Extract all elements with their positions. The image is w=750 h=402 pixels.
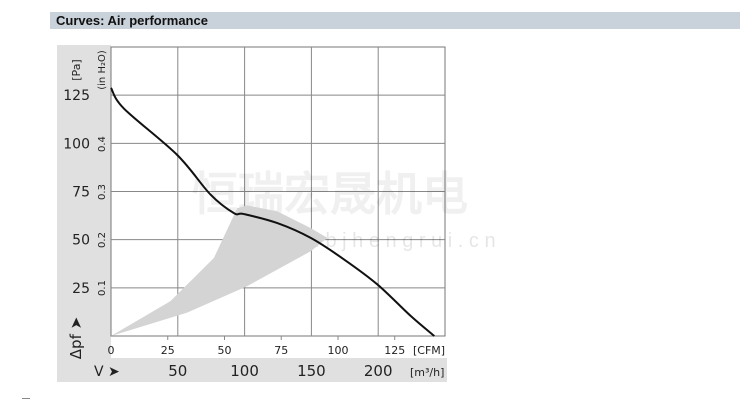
x-tick-label: 100 bbox=[230, 362, 259, 380]
x-tick-label: 50 bbox=[168, 362, 187, 380]
x-axis-panel bbox=[57, 358, 447, 382]
pressure-curve bbox=[110, 87, 435, 337]
y-tick-label: 50 bbox=[72, 233, 90, 249]
cfm-tick-label: 25 bbox=[161, 344, 175, 357]
cfm-unit-label: [CFM] bbox=[413, 344, 445, 357]
y-unit-label: [Pa] bbox=[70, 59, 83, 80]
y2-tick-label: 0.1 bbox=[97, 280, 108, 296]
y-tick-label: 75 bbox=[72, 185, 90, 201]
divider bbox=[22, 398, 30, 399]
cfm-tick-label: 125 bbox=[384, 344, 405, 357]
x-unit-label: [m³/h] bbox=[410, 366, 444, 379]
cfm-tick-label: 100 bbox=[327, 344, 348, 357]
section-title: Curves: Air performance bbox=[56, 13, 208, 28]
y-axis-panel bbox=[57, 45, 111, 358]
operating-range-area bbox=[111, 205, 328, 336]
y2-tick-label: 0.3 bbox=[97, 184, 108, 200]
y2-tick-label: 0.4 bbox=[97, 136, 108, 152]
section-header: Curves: Air performance bbox=[50, 12, 740, 29]
x-tick-label: 200 bbox=[364, 362, 393, 380]
x-tick-label: 150 bbox=[297, 362, 326, 380]
cfm-tick-label: 50 bbox=[217, 344, 231, 357]
y-tick-label: 125 bbox=[63, 88, 90, 104]
x-axis-label: V ➤ bbox=[94, 364, 120, 380]
cfm-tick-label: 75 bbox=[274, 344, 288, 357]
y-axis-label: Δpf ➤ bbox=[67, 317, 85, 359]
y-tick-label: 100 bbox=[63, 136, 90, 152]
y2-unit-label: (in H₂O) bbox=[97, 50, 108, 90]
cfm-tick-label: 0 bbox=[108, 344, 115, 357]
y2-tick-label: 0.2 bbox=[97, 232, 108, 248]
y-tick-label: 25 bbox=[72, 281, 90, 297]
